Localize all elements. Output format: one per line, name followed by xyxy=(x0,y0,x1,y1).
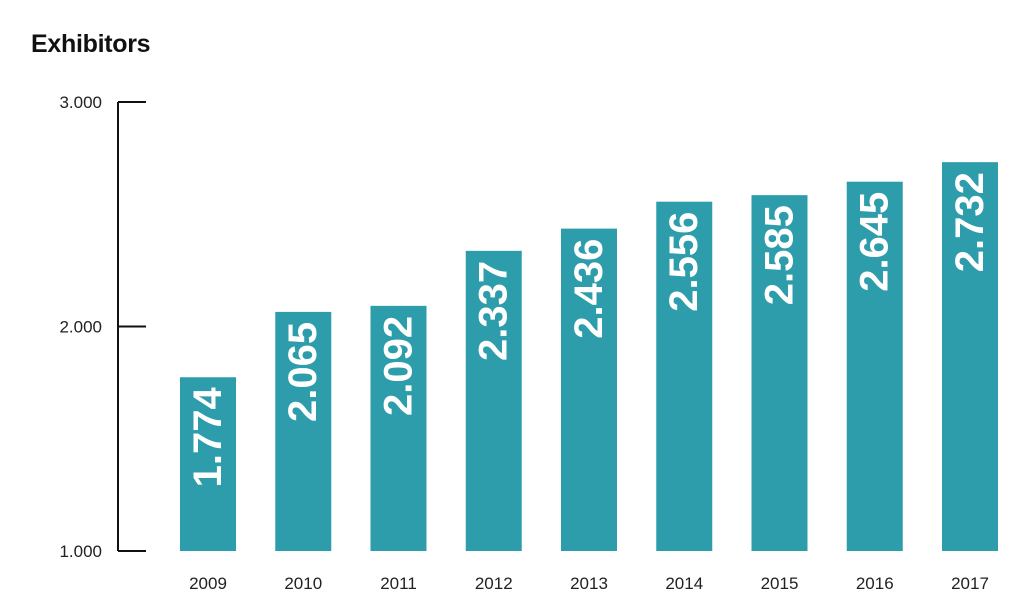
x-tick-label: 2009 xyxy=(189,574,227,593)
x-tick-label: 2010 xyxy=(284,574,322,593)
y-tick-label: 2.000 xyxy=(59,318,102,337)
bar-value-label: 2.092 xyxy=(377,316,421,416)
y-tick-label: 3.000 xyxy=(59,93,102,112)
bar-value-label: 2.585 xyxy=(758,205,802,305)
bar-value-label: 2.556 xyxy=(662,212,706,312)
y-axis: 1.000 2.000 3.000 xyxy=(59,93,146,561)
bar xyxy=(751,195,808,552)
x-tick-label: 2012 xyxy=(475,574,513,593)
x-tick-label: 2017 xyxy=(951,574,989,593)
bar-value-label: 2.337 xyxy=(472,261,516,361)
x-tick-label: 2016 xyxy=(856,574,894,593)
bar xyxy=(275,311,332,551)
y-tick-label: 1.000 xyxy=(59,542,102,561)
bars: 1.774 2.065 2.092 2.337 2.436 2.556 2.585 2.645… xyxy=(180,162,998,552)
bar xyxy=(561,228,617,552)
x-tick-label: 2011 xyxy=(380,574,417,593)
x-tick-label: 2015 xyxy=(761,574,799,593)
x-tick-label: 2014 xyxy=(665,574,703,593)
bar-value-label: 2.065 xyxy=(281,322,325,422)
bar xyxy=(370,305,427,551)
x-axis-labels: 2009 2010 2011 2012 2013 2014 2015 2016 2017 xyxy=(189,574,989,593)
bar xyxy=(180,377,236,551)
bar-value-label: 2.436 xyxy=(567,239,611,339)
bar xyxy=(846,181,903,551)
x-tick-label: 2013 xyxy=(570,574,608,593)
bar-value-label: 2.732 xyxy=(948,172,992,272)
bar xyxy=(942,162,998,551)
bar xyxy=(465,250,522,551)
chart-title: Exhibitors xyxy=(31,30,151,58)
bar xyxy=(656,201,713,552)
bar-value-label: 2.645 xyxy=(853,192,897,292)
bar-value-label: 1.774 xyxy=(186,386,230,487)
